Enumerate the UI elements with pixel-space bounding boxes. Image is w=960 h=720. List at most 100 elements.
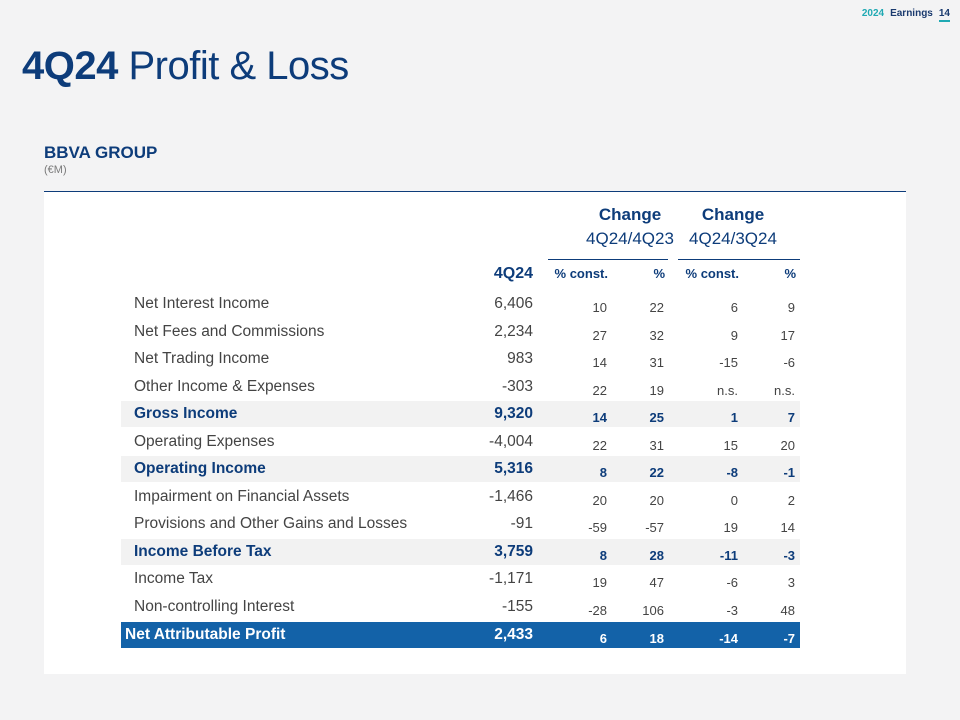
row-change-yoy-pct: 25 xyxy=(649,410,664,425)
row-value-4q24: 2,234 xyxy=(494,323,533,340)
group-header-yoy-title: Change xyxy=(598,205,662,224)
row-change-qoq-pct: -1 xyxy=(783,465,795,480)
table-row: Net Interest Income 6,406 10 22 6 9 xyxy=(121,291,800,317)
row-change-qoq-const: -6 xyxy=(726,575,738,590)
row-value-4q24: 3,759 xyxy=(494,543,533,560)
row-change-yoy-pct: 31 xyxy=(649,355,664,370)
row-change-qoq-pct: 3 xyxy=(787,575,795,590)
table-row: Net Fees and Commissions 2,234 27 32 9 1… xyxy=(121,319,800,345)
row-change-qoq-pct: 17 xyxy=(780,328,795,343)
table-row: Net Trading Income 983 14 31 -15 -6 xyxy=(121,346,800,372)
row-change-yoy-pct: 47 xyxy=(649,575,664,590)
row-value-4q24: 6,406 xyxy=(494,295,533,312)
row-value-4q24: -155 xyxy=(501,598,533,615)
header-year: 2024 xyxy=(861,8,885,19)
page-header: 2024 Earnings 14 xyxy=(862,8,950,22)
row-change-yoy-pct: 18 xyxy=(649,631,664,646)
group-header-yoy-period: 4Q24/4Q23 xyxy=(586,229,674,248)
row-change-yoy-pct: 20 xyxy=(649,493,664,508)
section-divider xyxy=(44,191,906,192)
row-change-yoy-const: 20 xyxy=(592,493,607,508)
row-value-4q24: -1,466 xyxy=(489,488,533,505)
row-change-qoq-pct: 2 xyxy=(787,493,795,508)
row-change-qoq-const: -3 xyxy=(726,603,738,618)
page-title-text: Profit & Loss xyxy=(117,44,349,88)
row-change-yoy-const: -28 xyxy=(588,603,607,618)
row-change-yoy-const: 22 xyxy=(592,383,607,398)
row-change-qoq-const: -11 xyxy=(719,548,738,563)
row-label: Gross Income xyxy=(134,405,238,422)
group-header-yoy: Change 4Q24/4Q23 xyxy=(570,203,690,251)
row-change-qoq-pct: 20 xyxy=(780,438,795,453)
row-label: Net Fees and Commissions xyxy=(134,323,325,340)
table-row-total: Net Attributable Profit 2,433 6 18 -14 -… xyxy=(121,622,800,648)
group-underline-yoy xyxy=(548,259,668,260)
row-change-qoq-const: n.s. xyxy=(717,383,738,398)
row-change-qoq-pct: -3 xyxy=(783,548,795,563)
row-value-4q24: 9,320 xyxy=(494,405,533,422)
row-change-yoy-pct: 32 xyxy=(649,328,664,343)
row-label: Other Income & Expenses xyxy=(134,378,315,395)
table-row: Income Tax -1,171 19 47 -6 3 xyxy=(121,566,800,592)
row-change-yoy-pct: 19 xyxy=(649,383,664,398)
row-value-4q24: -303 xyxy=(501,378,533,395)
row-change-qoq-pct: -6 xyxy=(783,355,795,370)
table-row-subtotal: Income Before Tax 3,759 8 28 -11 -3 xyxy=(121,539,800,565)
row-change-qoq-pct: n.s. xyxy=(774,383,795,398)
row-change-qoq-const: -15 xyxy=(719,355,738,370)
row-label: Provisions and Other Gains and Losses xyxy=(134,515,408,532)
section-unit: (€M) xyxy=(44,164,67,176)
row-change-yoy-const: 27 xyxy=(592,328,607,343)
row-label: Net Trading Income xyxy=(134,350,270,367)
column-header-period: 4Q24 xyxy=(493,265,533,282)
row-label: Income Before Tax xyxy=(134,543,272,560)
table-card xyxy=(44,192,906,674)
row-change-yoy-pct: 28 xyxy=(649,548,664,563)
row-value-4q24: 983 xyxy=(507,350,533,367)
table-row: Provisions and Other Gains and Losses -9… xyxy=(121,511,800,537)
row-change-qoq-const: 15 xyxy=(723,438,738,453)
row-change-yoy-pct: 106 xyxy=(642,603,664,618)
row-value-4q24: 5,316 xyxy=(494,460,533,477)
group-header-qoq: Change 4Q24/3Q24 xyxy=(673,203,793,251)
row-label: Net Interest Income xyxy=(134,295,270,312)
row-change-qoq-pct: 48 xyxy=(780,603,795,618)
row-change-qoq-const: -14 xyxy=(719,631,738,646)
table-row: Non-controlling Interest -155 -28 106 -3… xyxy=(121,594,800,620)
page-title: 4Q24 Profit & Loss xyxy=(22,44,349,89)
row-change-yoy-const: 19 xyxy=(592,575,607,590)
row-change-qoq-const: 1 xyxy=(730,410,738,425)
row-change-qoq-pct: 7 xyxy=(787,410,795,425)
row-label: Income Tax xyxy=(134,570,213,587)
group-header-qoq-period: 4Q24/3Q24 xyxy=(689,229,777,248)
row-value-4q24: -91 xyxy=(510,515,533,532)
row-change-yoy-pct: -57 xyxy=(645,520,664,535)
row-change-yoy-const: -59 xyxy=(588,520,607,535)
row-change-yoy-const: 6 xyxy=(599,631,607,646)
row-label: Operating Expenses xyxy=(134,433,275,450)
group-underline-qoq xyxy=(678,259,800,260)
row-change-qoq-pct: -7 xyxy=(783,631,795,646)
column-header-qoq-pct: % xyxy=(784,266,796,281)
row-label: Net Attributable Profit xyxy=(125,626,286,643)
row-change-qoq-const: -8 xyxy=(726,465,738,480)
page-number: 14 xyxy=(938,8,950,22)
row-value-4q24: -1,171 xyxy=(489,570,533,587)
row-change-qoq-const: 0 xyxy=(730,493,738,508)
header-label: Earnings xyxy=(890,8,933,19)
column-header-qoq-const: % const. xyxy=(685,266,739,281)
row-change-yoy-const: 8 xyxy=(599,465,607,480)
row-change-yoy-const: 8 xyxy=(599,548,607,563)
row-value-4q24: -4,004 xyxy=(489,433,533,450)
row-label: Non-controlling Interest xyxy=(134,598,295,615)
row-change-qoq-const: 6 xyxy=(730,300,738,315)
row-change-qoq-const: 9 xyxy=(730,328,738,343)
row-value-4q24: 2,433 xyxy=(494,626,533,643)
row-change-qoq-const: 19 xyxy=(723,520,738,535)
section-title: BBVA GROUP xyxy=(44,143,158,162)
column-header-yoy-const: % const. xyxy=(554,266,608,281)
row-change-yoy-const: 14 xyxy=(592,355,607,370)
table-row-subtotal: Operating Income 5,316 8 22 -8 -1 xyxy=(121,456,800,482)
row-change-yoy-const: 14 xyxy=(592,410,607,425)
row-label: Operating Income xyxy=(134,460,266,477)
